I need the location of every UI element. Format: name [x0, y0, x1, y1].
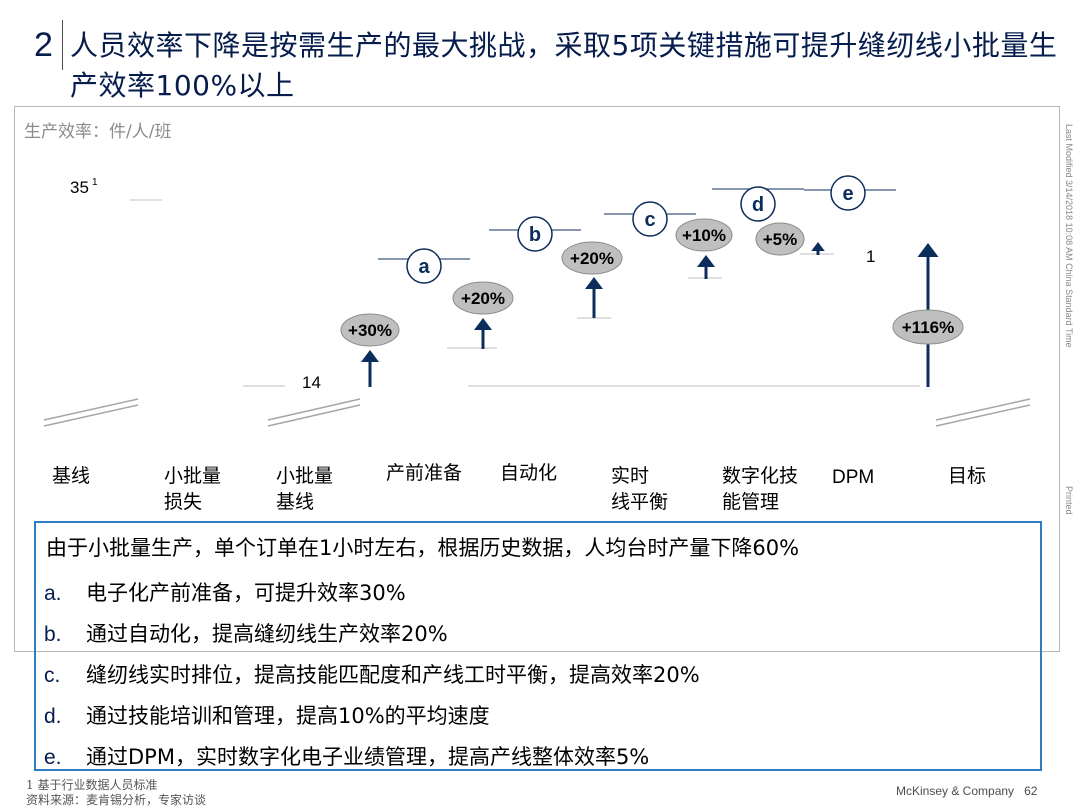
- category-label-dpm: DPM: [832, 467, 875, 488]
- measures-intro: 由于小批量生产，单个订单在1小时左右，根据历史数据，人均台时产量下降60%: [46, 536, 800, 560]
- measure-marker: d.: [44, 705, 62, 728]
- category-label-line-balance: 实时 线平衡: [611, 465, 669, 513]
- measure-item-c: c. 缝纫线实时排位，提高技能匹配度和产线工时平衡，提高效率20%: [44, 659, 700, 689]
- measure-marker-a-label: a: [418, 256, 430, 278]
- measure-text: 缝纫线实时排位，提高技能匹配度和产线工时平衡，提高效率20%: [86, 663, 700, 687]
- step-arrow-e-head: [811, 242, 825, 251]
- step-arrow-c-head: [585, 277, 603, 289]
- baseline-footnote-marker: 1: [92, 177, 98, 188]
- chart-frame: [14, 106, 1060, 652]
- measure-text: 通过自动化，提高缝纫线生产效率20%: [86, 622, 448, 646]
- chart-unit-label: 生产效率：件/人/班: [24, 122, 172, 142]
- measure-marker-b-label: b: [529, 224, 541, 246]
- target-change-bubble-label: +116%: [902, 318, 954, 337]
- measure-item-b: b. 通过自动化，提高缝纫线生产效率20%: [44, 618, 448, 648]
- category-label-preproduction: 产前准备: [386, 462, 463, 484]
- measure-marker-e-label: e: [842, 183, 853, 205]
- change-bubble-e: [755, 222, 805, 256]
- target-change-bubble: [892, 309, 964, 345]
- change-bubble-c-label: +20%: [570, 249, 614, 268]
- measure-marker: e.: [44, 746, 62, 769]
- change-bubble-b-label: +20%: [461, 289, 505, 308]
- measure-marker: b.: [44, 623, 62, 646]
- page-title: 人员效率下降是按需生产的最大挑战，采取5项关键措施可提升缝纫线小批量生产效率10…: [70, 29, 1058, 102]
- break-mark: [935, 398, 1031, 421]
- break-mark: [43, 398, 139, 421]
- measure-text: 电子化产前准备，可提升效率30%: [86, 581, 406, 605]
- step-arrow-a-head: [361, 350, 379, 362]
- step-arrow-d-head: [697, 255, 715, 267]
- category-label-automation: 自动化: [500, 462, 558, 484]
- measure-text: 通过DPM，实时数字化电子业绩管理，提高产线整体效率5%: [86, 745, 650, 769]
- baseline-connectors: [130, 199, 920, 387]
- chart-marks: +30% a +20% b +20% c +10% d +5% e +116%: [340, 175, 964, 387]
- measure-marker: a.: [44, 582, 62, 605]
- small-batch-baseline-label: 14: [302, 373, 321, 392]
- measure-text: 通过技能培训和管理，提高10%的平均速度: [86, 704, 490, 728]
- last-modified-note: Last Modified 3/14/2018 10:08 AM China S…: [1064, 124, 1074, 348]
- step-arrow-b-head: [474, 318, 492, 330]
- measure-marker-d-label: d: [752, 194, 764, 216]
- footer-company: McKinsey & Company: [896, 784, 1015, 798]
- title-divider: [62, 20, 63, 70]
- change-bubble-c: [561, 241, 623, 275]
- footer: McKinsey & Company 62: [896, 784, 1037, 798]
- break-mark: [267, 398, 361, 421]
- change-bubble-a-label: +30%: [348, 321, 392, 340]
- change-bubble-a: [340, 313, 400, 347]
- measure-marker-c-label: c: [644, 209, 655, 231]
- break-mark: [43, 404, 139, 427]
- axis-break-marks: [43, 398, 1031, 427]
- change-bubble-d: [675, 218, 733, 252]
- measure-marker-e: [830, 175, 866, 211]
- category-label-baseline: 基线: [52, 465, 91, 487]
- break-mark: [935, 404, 1031, 427]
- change-bubble-e-label: +5%: [763, 230, 798, 249]
- measure-marker-a: [406, 248, 442, 284]
- category-label-target: 目标: [948, 465, 987, 487]
- measure-marker-c: [632, 201, 668, 237]
- measure-marker: c.: [44, 664, 61, 687]
- footer-page-number: 62: [1024, 784, 1038, 798]
- change-bubble-b: [452, 281, 514, 315]
- page-number: 2: [34, 26, 53, 64]
- measure-item-a: a. 电子化产前准备，可提升效率30%: [44, 577, 406, 607]
- measures-box: [34, 521, 1042, 771]
- measure-item-e: e. 通过DPM，实时数字化电子业绩管理，提高产线整体效率5%: [44, 741, 649, 771]
- printed-note: Printed: [1064, 486, 1074, 515]
- target-arrow-head: [917, 243, 939, 257]
- category-label-skill-management: 数字化技 能管理: [722, 465, 799, 513]
- target-value-label: 1: [866, 247, 875, 266]
- measure-marker-d: [740, 186, 776, 222]
- change-bubble-d-label: +10%: [682, 226, 726, 245]
- baseline-value-label: 35: [70, 178, 89, 197]
- category-label-small-batch-baseline: 小批量 基线: [276, 465, 334, 513]
- measure-marker-b: [517, 216, 553, 252]
- break-mark: [267, 404, 361, 427]
- source-note: 1 基于行业数据人员标准 资料来源：麦肯锡分析，专家访谈: [26, 778, 207, 807]
- category-label-small-batch-loss: 小批量 损失: [164, 465, 222, 513]
- measure-item-d: d. 通过技能培训和管理，提高10%的平均速度: [44, 700, 490, 730]
